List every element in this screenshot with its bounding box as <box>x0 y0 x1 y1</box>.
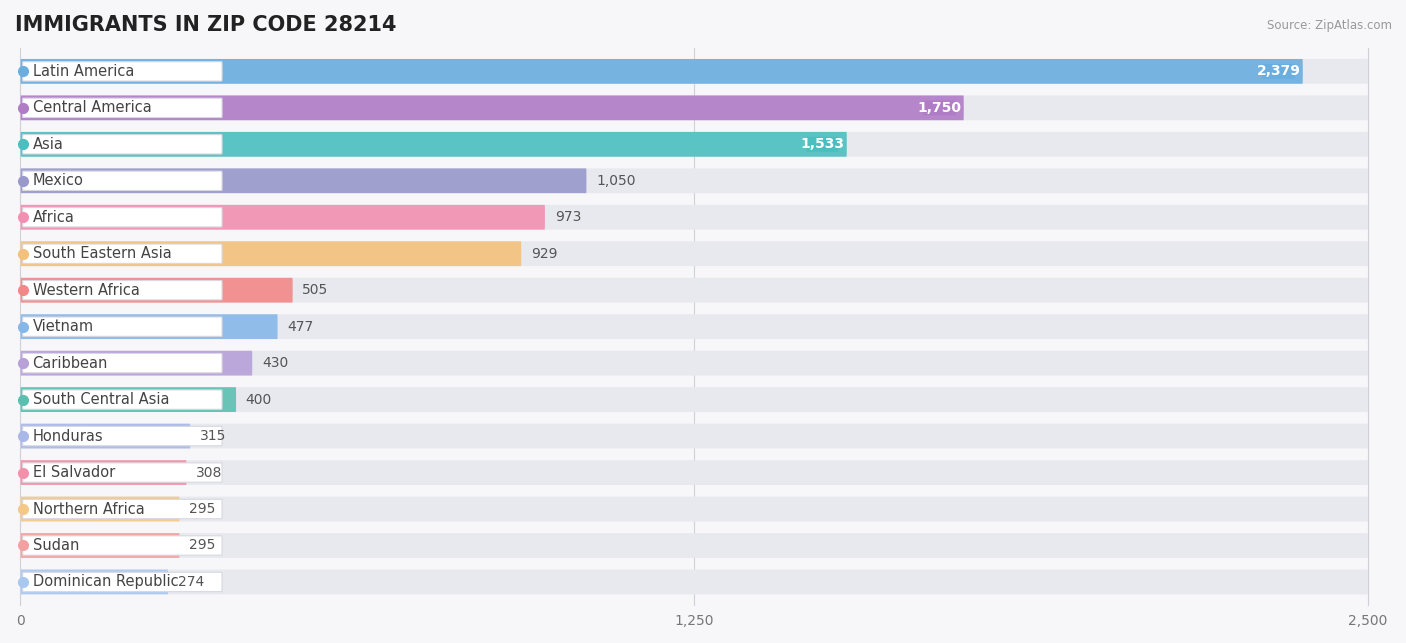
FancyBboxPatch shape <box>807 137 839 152</box>
FancyBboxPatch shape <box>22 317 222 336</box>
Text: Latin America: Latin America <box>32 64 134 79</box>
Text: Caribbean: Caribbean <box>32 356 108 370</box>
FancyBboxPatch shape <box>22 572 222 592</box>
FancyBboxPatch shape <box>21 205 1368 230</box>
Text: 295: 295 <box>190 502 215 516</box>
FancyBboxPatch shape <box>21 59 1368 84</box>
FancyBboxPatch shape <box>21 278 1368 303</box>
FancyBboxPatch shape <box>924 100 956 115</box>
FancyBboxPatch shape <box>21 278 292 303</box>
FancyBboxPatch shape <box>1263 64 1295 79</box>
FancyBboxPatch shape <box>22 134 222 154</box>
FancyBboxPatch shape <box>21 95 963 120</box>
Text: El Salvador: El Salvador <box>32 465 115 480</box>
FancyBboxPatch shape <box>21 496 180 521</box>
FancyBboxPatch shape <box>21 496 1368 521</box>
FancyBboxPatch shape <box>21 570 169 594</box>
FancyBboxPatch shape <box>22 280 222 300</box>
FancyBboxPatch shape <box>21 424 190 448</box>
Text: 477: 477 <box>287 320 314 334</box>
FancyBboxPatch shape <box>22 426 222 446</box>
Text: IMMIGRANTS IN ZIP CODE 28214: IMMIGRANTS IN ZIP CODE 28214 <box>15 15 396 35</box>
FancyBboxPatch shape <box>22 208 222 227</box>
FancyBboxPatch shape <box>22 463 222 482</box>
FancyBboxPatch shape <box>21 241 1368 266</box>
FancyBboxPatch shape <box>21 132 1368 157</box>
Text: 2,379: 2,379 <box>1257 64 1301 78</box>
Text: 400: 400 <box>246 393 271 406</box>
FancyBboxPatch shape <box>21 314 277 339</box>
Text: 973: 973 <box>554 210 581 224</box>
Text: Source: ZipAtlas.com: Source: ZipAtlas.com <box>1267 19 1392 32</box>
FancyBboxPatch shape <box>22 500 222 519</box>
Text: South Eastern Asia: South Eastern Asia <box>32 246 172 261</box>
FancyBboxPatch shape <box>21 533 1368 558</box>
Text: 1,533: 1,533 <box>800 138 845 151</box>
FancyBboxPatch shape <box>22 171 222 190</box>
FancyBboxPatch shape <box>21 314 1368 339</box>
Text: 1,750: 1,750 <box>918 101 962 115</box>
Text: Mexico: Mexico <box>32 173 83 188</box>
FancyBboxPatch shape <box>21 132 846 157</box>
Text: 430: 430 <box>262 356 288 370</box>
Text: Asia: Asia <box>32 137 63 152</box>
Text: 274: 274 <box>179 575 204 589</box>
FancyBboxPatch shape <box>21 168 586 193</box>
FancyBboxPatch shape <box>22 390 222 410</box>
Text: Western Africa: Western Africa <box>32 283 139 298</box>
FancyBboxPatch shape <box>21 387 1368 412</box>
FancyBboxPatch shape <box>22 62 222 81</box>
FancyBboxPatch shape <box>21 168 1368 193</box>
Text: 308: 308 <box>197 466 222 480</box>
Text: 295: 295 <box>190 538 215 552</box>
Text: 505: 505 <box>302 283 329 297</box>
FancyBboxPatch shape <box>21 350 1368 376</box>
FancyBboxPatch shape <box>21 387 236 412</box>
Text: Central America: Central America <box>32 100 152 115</box>
Text: 929: 929 <box>531 247 557 260</box>
Text: Africa: Africa <box>32 210 75 225</box>
FancyBboxPatch shape <box>21 241 522 266</box>
FancyBboxPatch shape <box>22 354 222 373</box>
FancyBboxPatch shape <box>21 460 1368 485</box>
Text: 1,050: 1,050 <box>596 174 636 188</box>
FancyBboxPatch shape <box>21 424 1368 448</box>
Text: South Central Asia: South Central Asia <box>32 392 169 407</box>
FancyBboxPatch shape <box>21 460 187 485</box>
Text: Sudan: Sudan <box>32 538 79 553</box>
FancyBboxPatch shape <box>22 536 222 555</box>
FancyBboxPatch shape <box>21 59 1303 84</box>
Text: 315: 315 <box>200 429 226 443</box>
Text: Dominican Republic: Dominican Republic <box>32 574 179 590</box>
FancyBboxPatch shape <box>21 350 252 376</box>
FancyBboxPatch shape <box>21 205 546 230</box>
Text: Vietnam: Vietnam <box>32 319 94 334</box>
FancyBboxPatch shape <box>21 570 1368 594</box>
FancyBboxPatch shape <box>22 244 222 264</box>
Text: Northern Africa: Northern Africa <box>32 502 145 516</box>
Text: Honduras: Honduras <box>32 429 103 444</box>
FancyBboxPatch shape <box>22 98 222 118</box>
FancyBboxPatch shape <box>21 95 1368 120</box>
FancyBboxPatch shape <box>21 533 180 558</box>
